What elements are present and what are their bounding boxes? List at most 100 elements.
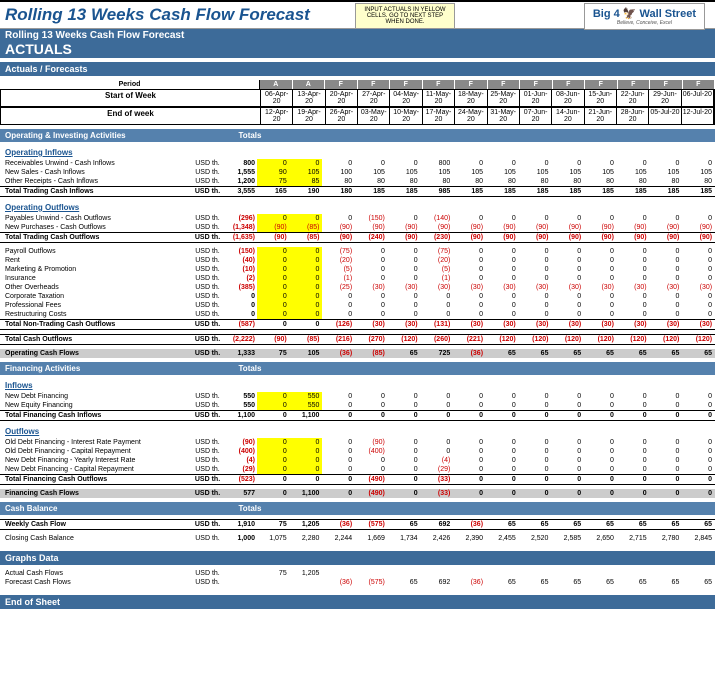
data-cell: 105	[650, 168, 683, 177]
data-cell: (90)	[355, 223, 388, 232]
data-cell[interactable]: 0	[257, 438, 290, 447]
data-cell: (216)	[322, 335, 355, 344]
data-cell[interactable]: 90	[257, 168, 290, 177]
data-cell: 65	[682, 349, 715, 358]
data-cell[interactable]: 0	[257, 274, 290, 283]
data-cell[interactable]: 0	[290, 214, 323, 223]
data-cell[interactable]: 0	[290, 438, 323, 447]
data-cell: (20)	[322, 256, 355, 265]
data-cell[interactable]: 0	[257, 214, 290, 223]
data-cell[interactable]: 0	[290, 265, 323, 274]
date-cell: 28-Jun-20	[617, 108, 649, 124]
data-cell[interactable]: 0	[257, 447, 290, 456]
data-cell[interactable]: 0	[290, 159, 323, 168]
row-total: 577	[225, 489, 257, 498]
data-cell[interactable]: 0	[257, 159, 290, 168]
data-cell[interactable]: 550	[290, 392, 323, 401]
date-cell: 10-May-20	[390, 108, 422, 124]
data-cell: 0	[519, 475, 552, 484]
data-cell: (240)	[355, 233, 388, 242]
data-cell: 0	[551, 292, 584, 301]
data-cell: 0	[388, 438, 421, 447]
data-cell: 0	[682, 301, 715, 310]
data-cell[interactable]: 0	[290, 447, 323, 456]
data-cell[interactable]: 0	[257, 401, 290, 410]
data-cell[interactable]: 0	[290, 256, 323, 265]
date-cell: 08-Jun-20	[552, 90, 584, 106]
data-cell: 0	[453, 214, 486, 223]
data-cell: 100	[322, 168, 355, 177]
data-cell[interactable]: 0	[290, 310, 323, 319]
data-cell: (90)	[650, 233, 683, 242]
data-cell[interactable]: (90)	[257, 223, 290, 232]
data-cell: 0	[519, 438, 552, 447]
data-cell: (90)	[388, 233, 421, 242]
data-cell: 185	[355, 187, 388, 196]
data-cell: (4)	[421, 456, 454, 465]
data-cell: 105	[388, 168, 421, 177]
row-total: 1,910	[225, 520, 257, 529]
data-cell: 105	[486, 168, 519, 177]
data-cell: 0	[388, 475, 421, 484]
data-cell	[617, 569, 650, 578]
row-label: New Debt Financing	[0, 392, 190, 401]
data-cell: (85)	[290, 335, 323, 344]
data-cell[interactable]: 0	[290, 292, 323, 301]
data-cell[interactable]: 0	[257, 247, 290, 256]
data-cell: 105	[355, 168, 388, 177]
row-label: Restructuring Costs	[0, 310, 190, 319]
data-cell[interactable]: 0	[290, 283, 323, 292]
data-cell: 0	[453, 265, 486, 274]
data-cell[interactable]: 75	[257, 177, 290, 186]
data-cell[interactable]: 0	[257, 465, 290, 474]
data-cell[interactable]: 0	[257, 392, 290, 401]
data-cell: (90)	[453, 223, 486, 232]
data-cell: (90)	[584, 233, 617, 242]
data-cell: 0	[682, 292, 715, 301]
date-cell: 24-May-20	[455, 108, 487, 124]
data-cell: 0	[617, 489, 650, 498]
data-cell: (30)	[519, 320, 552, 329]
data-cell: 185	[584, 187, 617, 196]
data-cell: (30)	[650, 283, 683, 292]
data-cell[interactable]: (85)	[290, 223, 323, 232]
data-cell[interactable]: 0	[257, 265, 290, 274]
data-cell: 0	[355, 310, 388, 319]
data-cell[interactable]: 0	[290, 301, 323, 310]
data-cell[interactable]: 0	[257, 283, 290, 292]
data-cell: 65	[388, 520, 421, 529]
data-cell: 0	[486, 274, 519, 283]
data-cell: 65	[486, 349, 519, 358]
data-cell[interactable]: 0	[257, 301, 290, 310]
data-cell: 0	[551, 310, 584, 319]
row-total: 1,333	[225, 349, 257, 358]
data-cell: 0	[421, 292, 454, 301]
data-cell: 0	[584, 256, 617, 265]
data-cell: 0	[355, 301, 388, 310]
data-cell: 0	[584, 411, 617, 420]
operating-outflows-label: Operating Outflows	[0, 201, 190, 214]
data-cell: 0	[421, 438, 454, 447]
data-cell: (120)	[519, 335, 552, 344]
data-cell[interactable]: 85	[290, 177, 323, 186]
data-cell[interactable]: 0	[257, 292, 290, 301]
data-cell: 185	[551, 187, 584, 196]
data-cell[interactable]: 0	[290, 465, 323, 474]
af-cell: A	[293, 80, 326, 89]
data-cell: 0	[486, 465, 519, 474]
data-cell[interactable]: 0	[257, 310, 290, 319]
data-cell: 80	[322, 177, 355, 186]
row-total: (10)	[225, 265, 257, 274]
data-cell[interactable]: 0	[257, 456, 290, 465]
data-cell[interactable]: 0	[257, 256, 290, 265]
data-cell: 0	[584, 247, 617, 256]
data-cell[interactable]: 0	[290, 247, 323, 256]
data-cell[interactable]: 550	[290, 401, 323, 410]
data-cell: 0	[322, 456, 355, 465]
section-financing: Financing Activities	[0, 362, 200, 375]
data-cell[interactable]: 0	[290, 274, 323, 283]
date-cell: 06-Jul-20	[682, 90, 714, 106]
data-cell: 0	[617, 465, 650, 474]
data-cell[interactable]: 105	[290, 168, 323, 177]
data-cell[interactable]: 0	[290, 456, 323, 465]
